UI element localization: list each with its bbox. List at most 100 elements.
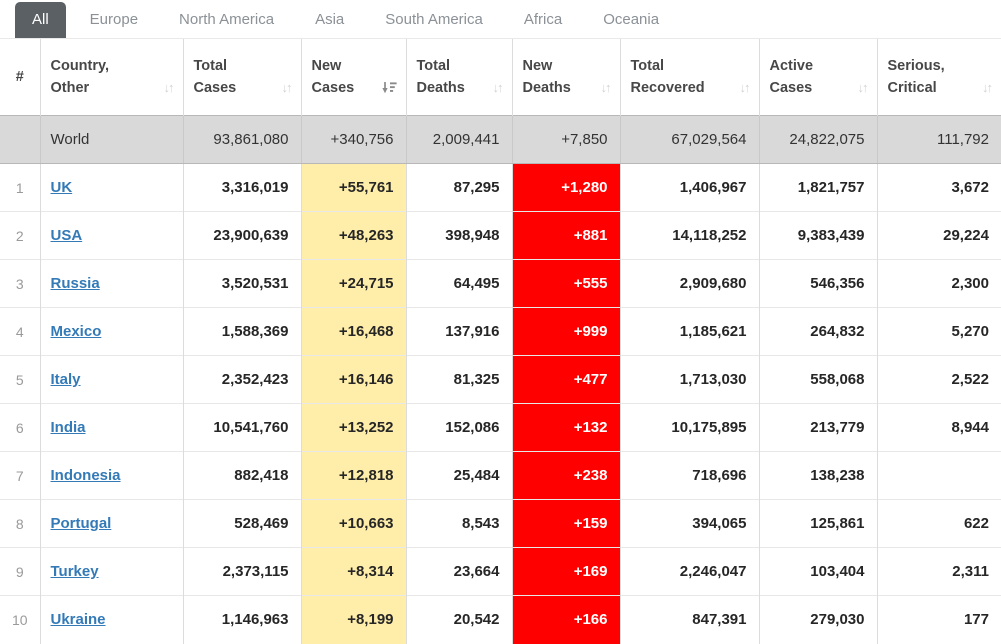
rank-cell: 1 [0, 163, 40, 212]
table-row: 3 Russia 3,520,531 +24,715 64,495 +555 2,909,6… [0, 259, 1001, 308]
table-row: 6 India 10,541,760 +13,252 152,086 +132 10,175… [0, 403, 1001, 452]
rank-cell: 6 [0, 403, 40, 452]
serious-critical-cell: 2,300 [876, 259, 1001, 308]
active-cases-cell: 558,068 [758, 355, 877, 404]
tab-oceania[interactable]: Oceania [603, 11, 660, 28]
active-cases-cell: 103,404 [758, 547, 877, 596]
total-deaths-cell: 25,484 [405, 451, 512, 500]
new-deaths-cell: +169 [511, 547, 620, 596]
country-link[interactable]: Ukraine [50, 611, 106, 629]
active-cases-cell: 213,779 [758, 403, 877, 452]
rank-header-label: # [15, 69, 24, 85]
serious-critical-cell: 177 [876, 595, 1001, 644]
rank-cell: 10 [0, 595, 40, 644]
column-header-country[interactable]: Country, Other ↓↑ [39, 38, 183, 116]
country-cell: Portugal [39, 499, 183, 548]
country-cell: Mexico [39, 307, 183, 356]
sort-desc-active-icon [381, 81, 398, 94]
new-cases-cell: +24,715 [300, 259, 406, 308]
sort-icon: ↓↑ [857, 80, 869, 96]
column-header-total-recovered[interactable]: Total Recovered ↓↑ [619, 38, 759, 116]
new-deaths-cell: +159 [511, 499, 620, 548]
serious-critical-cell: 8,944 [876, 403, 1001, 452]
country-link[interactable]: India [50, 419, 86, 436]
table-row: 5 Italy 2,352,423 +16,146 81,325 +477 1,713,03… [0, 355, 1001, 404]
covid-stats-table: # Country, Other ↓↑ Total Cases ↓↑ New [0, 38, 1001, 644]
total-cases-cell: 1,146,963 [182, 595, 301, 644]
tab-north-america[interactable]: North America [179, 11, 275, 28]
total-cases-cell: 23,900,639 [182, 211, 301, 260]
tab-asia[interactable]: Asia [315, 11, 345, 28]
total-cases-cell: 2,373,115 [182, 547, 301, 596]
rank-cell: 9 [0, 547, 40, 596]
continent-tabs: All Europe North America Asia South Amer… [0, 0, 1001, 38]
country-link[interactable]: Russia [50, 275, 100, 292]
country-cell: UK [39, 163, 183, 212]
total-recovered-cell: 1,713,030 [619, 355, 759, 404]
sort-icon: ↓↑ [982, 80, 993, 96]
column-header-active-cases[interactable]: Active Cases ↓↑ [758, 38, 877, 116]
active-cases-cell: 24,822,075 [758, 115, 877, 164]
total-cases-cell: 2,352,423 [182, 355, 301, 404]
table-row: 2 USA 23,900,639 +48,263 398,948 +881 14,118,2… [0, 211, 1001, 260]
total-recovered-cell: 14,118,252 [619, 211, 759, 260]
country-cell: Ukraine [39, 595, 183, 644]
total-deaths-cell: 81,325 [405, 355, 512, 404]
new-deaths-cell: +132 [511, 403, 620, 452]
active-cases-cell: 138,238 [758, 451, 877, 500]
total-deaths-cell: 137,916 [405, 307, 512, 356]
new-cases-cell: +8,314 [300, 547, 406, 596]
column-header-rank[interactable]: # [0, 38, 40, 116]
tab-europe[interactable]: Europe [89, 11, 139, 28]
serious-critical-cell: 2,311 [876, 547, 1001, 596]
total-cases-cell: 3,316,019 [182, 163, 301, 212]
country-cell: USA [39, 211, 183, 260]
new-cases-cell: +16,146 [300, 355, 406, 404]
column-header-total-deaths[interactable]: Total Deaths ↓↑ [405, 38, 512, 116]
table-row: 1 UK 3,316,019 +55,761 87,295 +1,280 1,406,967… [0, 163, 1001, 212]
column-header-serious-critical[interactable]: Serious, Critical ↓↑ [876, 38, 1001, 116]
total-deaths-cell: 2,009,441 [405, 115, 512, 164]
new-cases-cell: +8,199 [300, 595, 406, 644]
country-link[interactable]: Italy [50, 371, 81, 388]
country-link[interactable]: UK [50, 179, 73, 196]
total-cases-cell: 528,469 [182, 499, 301, 548]
active-cases-cell: 125,861 [758, 499, 877, 548]
new-deaths-cell: +881 [511, 211, 620, 260]
new-deaths-cell: +555 [511, 259, 620, 308]
new-deaths-cell: +999 [511, 307, 620, 356]
tab-south-america[interactable]: South America [385, 11, 483, 28]
column-header-total-cases[interactable]: Total Cases ↓↑ [182, 38, 301, 116]
serious-critical-cell: 29,224 [876, 211, 1001, 260]
serious-critical-cell: 111,792 [876, 115, 1001, 164]
new-deaths-cell: +238 [511, 451, 620, 500]
new-cases-cell: +12,818 [300, 451, 406, 500]
column-header-new-deaths[interactable]: New Deaths ↓↑ [511, 38, 620, 116]
tab-all[interactable]: All [15, 2, 66, 38]
tab-africa[interactable]: Africa [523, 11, 563, 28]
total-cases-cell: 93,861,080 [182, 115, 301, 164]
country-link[interactable]: Indonesia [50, 467, 121, 484]
total-cases-cell: 882,418 [182, 451, 301, 500]
total-recovered-cell: 67,029,564 [619, 115, 759, 164]
country-link[interactable]: USA [50, 227, 83, 244]
country-link[interactable]: Portugal [50, 515, 112, 532]
new-deaths-cell: +7,850 [511, 115, 620, 164]
table-row: 4 Mexico 1,588,369 +16,468 137,916 +999 1,185,… [0, 307, 1001, 356]
serious-critical-cell: 2,522 [876, 355, 1001, 404]
rank-cell: 8 [0, 499, 40, 548]
sort-icon: ↓↑ [163, 80, 175, 96]
total-deaths-cell: 20,542 [405, 595, 512, 644]
new-cases-cell: +48,263 [300, 211, 406, 260]
sort-icon: ↓↑ [600, 80, 612, 96]
column-header-new-cases[interactable]: New Cases [300, 38, 406, 116]
active-cases-cell: 546,356 [758, 259, 877, 308]
country-link[interactable]: Mexico [50, 323, 102, 340]
active-cases-cell: 279,030 [758, 595, 877, 644]
table-body: World 93,861,080 +340,756 2,009,441 +7,8… [0, 115, 1001, 644]
total-recovered-cell: 718,696 [619, 451, 759, 500]
new-cases-cell: +16,468 [300, 307, 406, 356]
total-recovered-cell: 2,246,047 [619, 547, 759, 596]
rank-cell: 4 [0, 307, 40, 356]
country-link[interactable]: Turkey [50, 563, 99, 580]
